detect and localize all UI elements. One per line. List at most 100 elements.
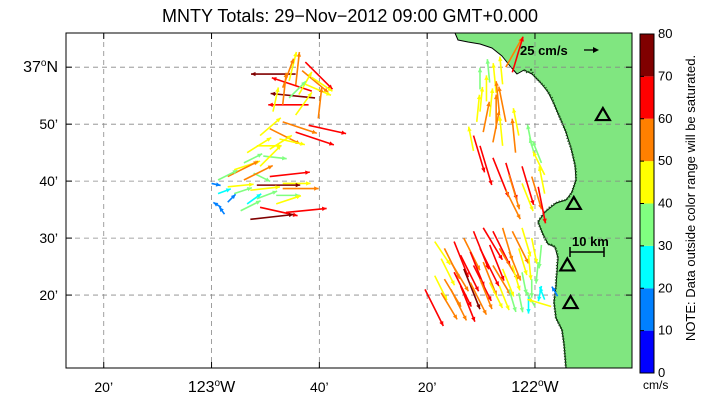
vector-arrowhead: [281, 156, 287, 161]
vector-arrowhead: [328, 141, 334, 146]
vector-arrowhead: [533, 258, 539, 264]
colorbar-tick-label: 80: [658, 26, 672, 41]
vector-arrowhead: [268, 102, 273, 107]
vector-arrowhead: [494, 81, 499, 86]
vector-arrowhead: [526, 309, 531, 314]
colorbar-segment: [640, 330, 654, 373]
vector-arrowhead: [527, 251, 532, 257]
vector-arrowhead: [341, 130, 347, 135]
radar-site-triangle-icon: [593, 105, 612, 122]
current-vector: [499, 56, 504, 85]
current-vector: [469, 282, 488, 316]
lat-tick-label: 37oN: [23, 58, 58, 76]
vector-arrowhead: [306, 181, 311, 186]
vector-arrowhead: [485, 59, 490, 64]
vector-arrowhead: [232, 170, 238, 175]
vector-arrowhead: [537, 296, 542, 302]
colorbar-tick-label: 70: [658, 68, 672, 83]
vector-arrowhead: [276, 145, 282, 150]
vector-arrowhead: [286, 135, 292, 140]
current-vector: [508, 251, 522, 281]
vector-arrowhead: [486, 101, 491, 107]
vector-arrowhead: [275, 117, 281, 123]
vector-arrowhead: [497, 116, 503, 121]
vector-arrowhead: [479, 86, 485, 92]
vector-arrowhead: [439, 320, 444, 326]
frame-ticks: [66, 33, 632, 368]
current-vector: [227, 160, 259, 178]
vector-arrowhead: [275, 87, 280, 93]
colorbar-tick-label: 10: [658, 323, 672, 338]
vector-arrowhead: [301, 81, 306, 87]
vector-arrowhead: [519, 307, 524, 313]
lon-tick-label: 20’: [94, 379, 113, 395]
vector-arrowhead: [255, 200, 261, 205]
vector-arrowhead: [215, 182, 221, 187]
vector-arrowhead: [325, 91, 331, 96]
vector-arrowhead: [475, 265, 480, 271]
lat-tick-label: 30’: [39, 230, 58, 246]
current-vector: [450, 289, 468, 321]
current-vector: [488, 88, 494, 117]
vector-arrowhead: [266, 137, 272, 142]
vector-arrowhead: [257, 153, 263, 158]
vector-arrowhead: [529, 293, 534, 298]
vector-arrowhead: [225, 188, 231, 193]
lon-tick-label: 20’: [418, 379, 437, 395]
current-vector: [250, 186, 281, 192]
current-vector: [317, 87, 323, 119]
vector-arrowhead: [256, 193, 262, 199]
ocean-area: [66, 33, 632, 368]
radar-site-triangle-icon: [558, 256, 577, 272]
colorbar-segment: [640, 34, 654, 77]
vector-arrowhead: [300, 141, 305, 146]
vector-arrowhead: [523, 270, 528, 276]
vector-arrowhead: [311, 129, 317, 134]
vector-arrowhead: [500, 275, 505, 281]
vector-arrowhead: [307, 92, 312, 98]
vector-arrowhead: [267, 165, 273, 170]
colorbar-tick-label: 0: [658, 365, 665, 380]
vector-arrowhead: [488, 304, 493, 310]
vector-arrowhead: [496, 110, 501, 116]
lon-tick-label: 122oW: [511, 378, 559, 396]
vector-arrowhead: [516, 275, 521, 281]
lon-tick-label: 40’: [310, 379, 329, 395]
vector-arrowhead: [253, 161, 259, 166]
vector-arrowhead: [509, 291, 515, 297]
current-vector: [453, 241, 470, 278]
vector-arrowhead: [213, 202, 219, 207]
current-vector: [288, 51, 298, 82]
current-vector: [472, 135, 486, 173]
vector-arrowhead: [275, 185, 280, 190]
vector-arrowhead: [497, 86, 502, 92]
vector-arrowhead: [471, 316, 476, 322]
current-vector: [294, 91, 313, 116]
vector-arrowhead: [307, 71, 312, 77]
vector-arrowhead: [462, 315, 467, 321]
vector-arrowhead: [246, 187, 252, 192]
vector-arrowhead: [295, 182, 301, 188]
current-vector: [530, 176, 543, 210]
latitude-labels: 37oN 50’ 40’ 30’ 20’: [23, 58, 58, 303]
current-vector: [271, 77, 313, 92]
vector-arrowhead: [296, 52, 302, 57]
current-vector: [511, 36, 524, 73]
current-vector: [511, 118, 517, 153]
vector-arrowhead: [230, 194, 236, 200]
current-vector: [482, 261, 498, 296]
scale-bar-label: 10 km: [572, 234, 609, 249]
vector-arrowhead: [250, 71, 256, 77]
current-vector: [482, 227, 504, 261]
vector-arrowhead: [493, 94, 499, 100]
vector-arrowhead: [505, 305, 510, 311]
plot-frame: [65, 32, 633, 369]
colorbar-segment: [640, 203, 654, 246]
current-vector: [501, 268, 515, 297]
map-title: MNTY Totals: 29−Nov−2012 09:00 GMT+0.000: [162, 6, 538, 26]
current-vector: [518, 248, 528, 276]
vector-arrowhead: [481, 167, 486, 173]
current-vector: [521, 166, 535, 206]
vector-arrowhead: [293, 51, 298, 57]
vector-arrowhead: [551, 286, 557, 292]
